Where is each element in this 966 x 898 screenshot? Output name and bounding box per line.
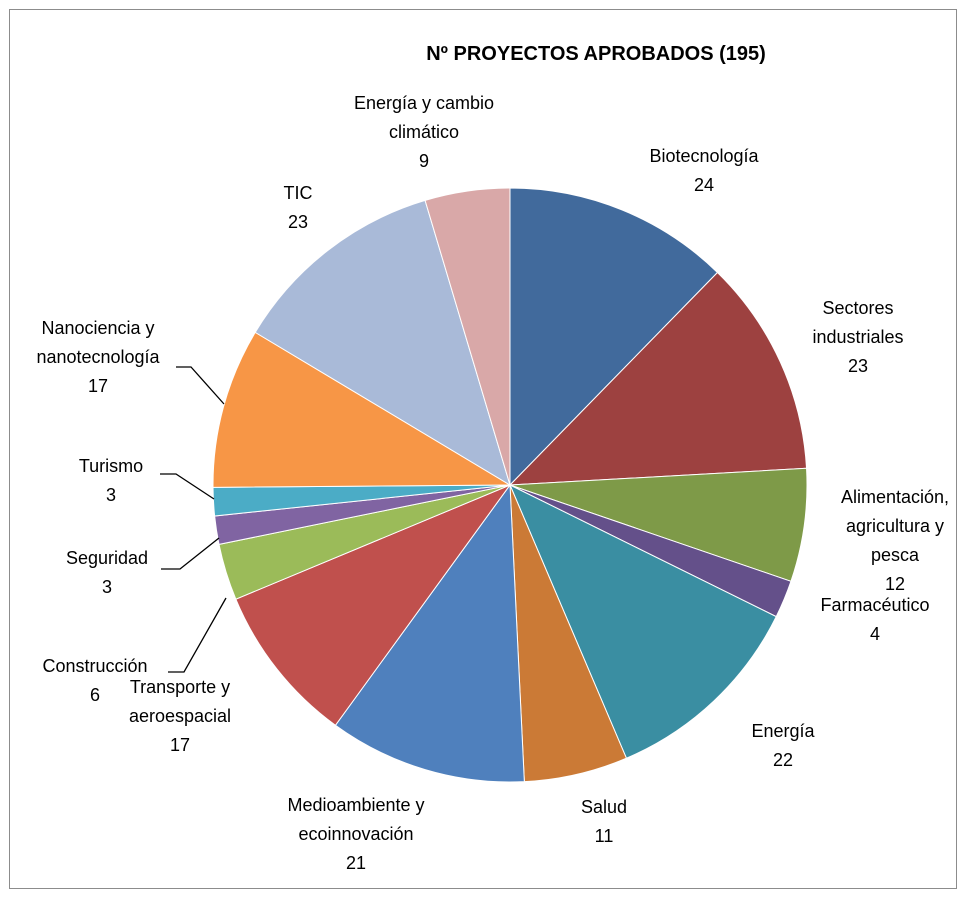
slice-value: 23 <box>288 212 308 232</box>
slice-label: Biotecnología 24 <box>649 146 759 195</box>
slice-value: 6 <box>90 685 100 705</box>
slice-value: 22 <box>773 750 793 770</box>
slice-label: Construcción 6 <box>42 656 147 705</box>
slice-label: Alimentación, agricultura y pesca 12 <box>841 487 949 594</box>
slice-name: Nanociencia y <box>41 318 154 338</box>
slice-label: Turismo 3 <box>79 456 143 505</box>
pie-slice <box>508 271 808 486</box>
leader-line <box>160 473 215 500</box>
leader-lines <box>160 366 227 673</box>
slice-name: Sectores <box>822 298 893 318</box>
data-labels: Biotecnología 24 Sectores industriales 23 Ali… <box>36 93 949 873</box>
pie-slice <box>235 483 512 726</box>
slice-label: TIC 23 <box>284 183 313 232</box>
slice-value: 21 <box>346 853 366 873</box>
slice-label: Salud 11 <box>581 797 627 846</box>
slice-value: 17 <box>170 735 190 755</box>
slice-name: industriales <box>812 327 903 347</box>
slice-name: climático <box>389 122 459 142</box>
leader-line <box>176 366 225 405</box>
slice-name: pesca <box>871 545 920 565</box>
slice-name: aeroespacial <box>129 706 231 726</box>
slice-label: Farmacéutico 4 <box>820 595 929 644</box>
slice-name: Medioambiente y <box>287 795 424 815</box>
slice-value: 4 <box>870 624 880 644</box>
slice-value: 3 <box>106 485 116 505</box>
leader-line <box>161 537 220 570</box>
slice-name: Alimentación, <box>841 487 949 507</box>
slice-name: Turismo <box>79 456 143 476</box>
slice-name: ecoinnovación <box>298 824 413 844</box>
slice-value: 12 <box>885 574 905 594</box>
slice-name: Energía <box>751 721 815 741</box>
slice-value: 3 <box>102 577 112 597</box>
pie-slices <box>212 187 808 783</box>
leader-line <box>168 597 227 673</box>
pie-slice <box>509 483 777 759</box>
slice-name: TIC <box>284 183 313 203</box>
pie-slice <box>254 199 511 487</box>
slice-label: Sectores industriales 23 <box>812 298 903 376</box>
slice-label: Transporte y aeroespacial 17 <box>129 677 231 755</box>
slice-value: 23 <box>848 356 868 376</box>
slice-name: Farmacéutico <box>820 595 929 615</box>
slice-value: 9 <box>419 151 429 171</box>
pie-slice <box>509 187 719 487</box>
slice-value: 11 <box>595 826 614 846</box>
pie-slice <box>334 483 525 783</box>
slice-name: Salud <box>581 797 627 817</box>
slice-name: Transporte y <box>130 677 230 697</box>
slice-name: Construcción <box>42 656 147 676</box>
slice-label: Nanociencia y nanotecnología 17 <box>36 318 160 396</box>
pie-slice <box>424 187 511 486</box>
slice-label: Energía y cambio climático 9 <box>354 93 494 171</box>
slice-label: Seguridad 3 <box>66 548 148 597</box>
slice-name: nanotecnología <box>36 347 160 367</box>
slice-name: Biotecnología <box>649 146 759 166</box>
slice-value: 24 <box>694 175 714 195</box>
slice-value: 17 <box>88 376 108 396</box>
slice-label: Energía 22 <box>751 721 815 770</box>
slice-name: Energía y cambio <box>354 93 494 113</box>
slice-label: Medioambiente y ecoinnovación 21 <box>287 795 424 873</box>
slice-name: agricultura y <box>846 516 944 536</box>
slice-name: Seguridad <box>66 548 148 568</box>
pie-slice <box>212 331 512 488</box>
chart-title: Nº PROYECTOS APROBADOS (195) <box>426 43 766 65</box>
